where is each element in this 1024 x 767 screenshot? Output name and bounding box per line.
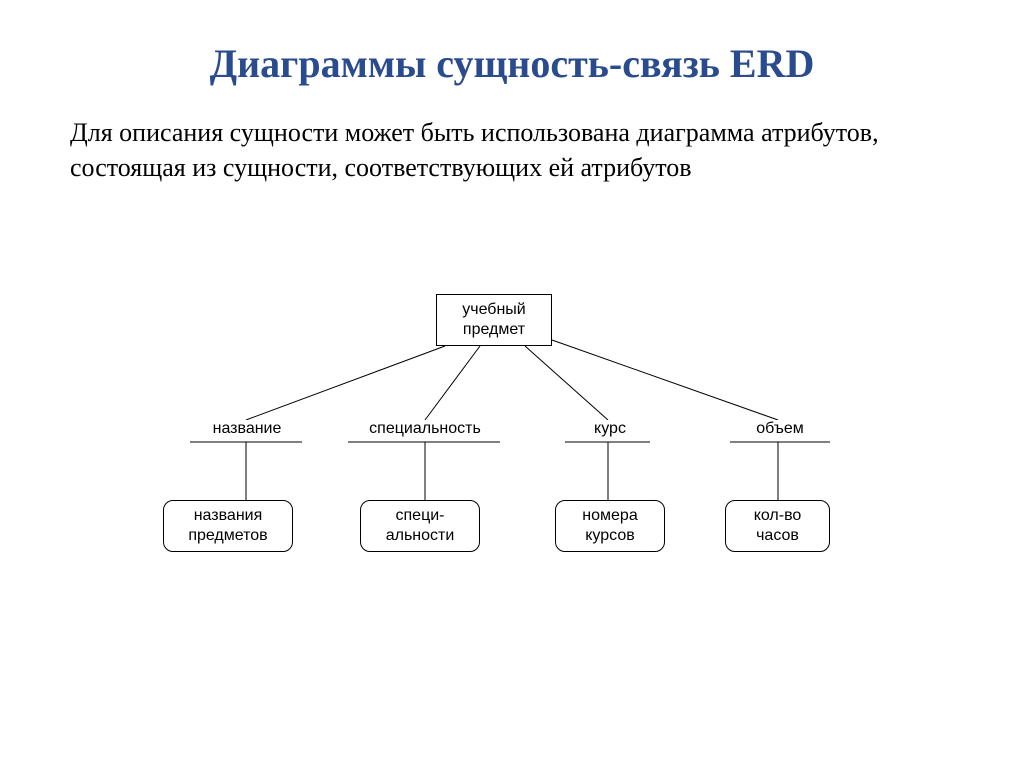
value-label-3-line2: часов: [756, 526, 799, 546]
value-node-0: названия предметов: [163, 500, 293, 552]
page: Диаграммы сущность-связь ERD Для описани…: [0, 0, 1024, 767]
value-node-1: специ- альности: [360, 500, 480, 552]
value-node-3: кол-во часов: [725, 500, 830, 552]
value-label-2-line1: номера: [582, 506, 637, 526]
value-label-2-line2: курсов: [585, 526, 634, 546]
value-label-0-line1: названия: [194, 506, 263, 526]
value-node-2: номера курсов: [555, 500, 665, 552]
attribute-label-3: объем: [740, 420, 820, 438]
entity-label-line1: учебный: [462, 300, 526, 320]
attribute-label-1: специальность: [350, 420, 500, 438]
value-label-1-line1: специ-: [396, 506, 445, 526]
value-label-1-line2: альности: [386, 526, 455, 546]
entity-label-line2: предмет: [463, 320, 525, 340]
erd-diagram: учебный предмет название специальность к…: [0, 0, 1024, 767]
attribute-label-2: курс: [580, 420, 640, 438]
value-label-0-line2: предметов: [188, 526, 267, 546]
connector-lines: [0, 0, 1024, 767]
entity-node: учебный предмет: [436, 294, 552, 346]
attribute-label-0: название: [192, 420, 302, 438]
value-label-3-line1: кол-во: [754, 506, 802, 526]
